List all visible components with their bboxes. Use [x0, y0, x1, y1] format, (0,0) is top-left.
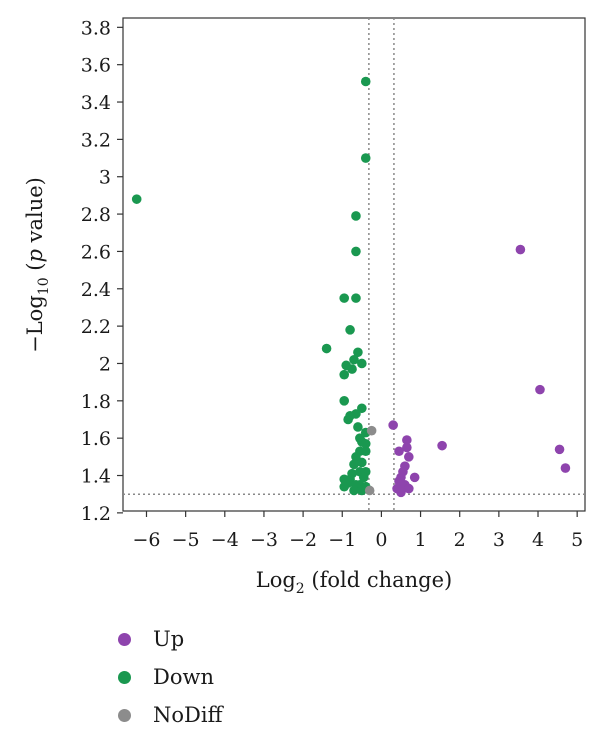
point-down [353, 422, 363, 432]
point-up [402, 435, 412, 445]
x-tick-label: 4 [532, 529, 544, 551]
point-down [351, 293, 361, 303]
point-down [360, 76, 371, 87]
point-down [339, 481, 350, 492]
point-down [360, 438, 371, 449]
legend: Up Down NoDiff [118, 620, 223, 734]
x-tick-label: 0 [375, 529, 387, 551]
point-up [409, 472, 420, 483]
point-up [388, 420, 398, 430]
point-down [357, 485, 367, 496]
x-tick-label: −2 [289, 529, 317, 551]
x-tick-label: 1 [415, 529, 427, 551]
point-down [349, 485, 359, 496]
legend-item-down: Down [118, 658, 223, 696]
plot-frame [122, 17, 586, 512]
legend-swatch-up [118, 632, 131, 646]
point-up [554, 444, 565, 455]
point-down [345, 325, 355, 335]
point-up [535, 384, 545, 395]
point-up [404, 483, 414, 494]
y-tick-label: 1.6 [81, 428, 111, 450]
point-down [349, 354, 359, 365]
legend-label-nodiff: NoDiff [153, 703, 223, 727]
legend-swatch-down [118, 670, 131, 684]
legend-swatch-nodiff [118, 708, 131, 722]
x-tick-label: −6 [132, 529, 160, 551]
data-points [131, 76, 571, 498]
point-down [339, 293, 350, 303]
point-up [396, 487, 406, 498]
point-down [349, 459, 359, 470]
y-axis-ticks: 1.2 1.4 1.6 1.8 2 2.2 2.4 2.6 2.8 3 3.2 3.4 3.6 3.8 [81, 17, 123, 525]
point-up [404, 452, 414, 462]
y-tick-label: 3.2 [81, 129, 111, 151]
y-tick-label: 3.8 [81, 17, 111, 39]
x-tick-label: −3 [250, 529, 278, 551]
point-down [343, 414, 353, 425]
x-tick-label: 3 [493, 529, 505, 551]
point-down [339, 396, 350, 406]
y-tick-label: 2 [99, 353, 111, 375]
point-up [437, 440, 447, 451]
legend-label-up: Up [153, 627, 185, 651]
y-tick-label: 1.8 [81, 391, 111, 413]
point-down [321, 343, 332, 354]
point-down [360, 153, 371, 163]
point-down [351, 211, 361, 221]
y-tick-label: 2.2 [81, 316, 111, 338]
legend-item-up: Up [118, 620, 223, 658]
threshold-lines [123, 18, 585, 511]
point-down [357, 358, 367, 369]
y-axis-label: −Log10 (p value) [23, 177, 52, 353]
y-tick-label: 2.6 [81, 241, 111, 263]
point-nodiff [366, 425, 377, 436]
y-tick-label: 3.6 [81, 55, 111, 77]
y-tick-label: 2.8 [81, 204, 111, 226]
x-axis-ticks: −6 −5 −4 −3 −2 −1 0 1 2 3 4 5 [132, 511, 583, 551]
y-tick-label: 3.4 [81, 92, 111, 114]
x-tick-label: −4 [211, 529, 239, 551]
point-down [360, 446, 371, 457]
point-down [353, 347, 363, 358]
legend-item-nodiff: NoDiff [118, 696, 223, 734]
point-nodiff [364, 485, 375, 496]
x-tick-label: 2 [454, 529, 466, 551]
point-down [358, 472, 369, 483]
point-up [394, 446, 404, 457]
x-tick-label: −1 [328, 529, 356, 551]
y-tick-label: 3 [99, 167, 111, 189]
point-down [347, 364, 357, 374]
y-tick-label: 1.4 [81, 466, 111, 488]
point-down [351, 246, 361, 257]
point-down [131, 194, 142, 204]
x-axis-label: Log2 (fold change) [256, 568, 452, 597]
point-down [339, 369, 350, 380]
x-tick-label: 5 [571, 529, 583, 551]
point-up [560, 463, 571, 473]
point-down [357, 457, 367, 468]
y-tick-label: 1.2 [81, 503, 111, 525]
x-tick-label: −5 [172, 529, 200, 551]
point-up [402, 442, 412, 453]
y-tick-label: 2.4 [81, 279, 111, 301]
legend-label-down: Down [153, 665, 214, 689]
point-up [515, 244, 526, 255]
